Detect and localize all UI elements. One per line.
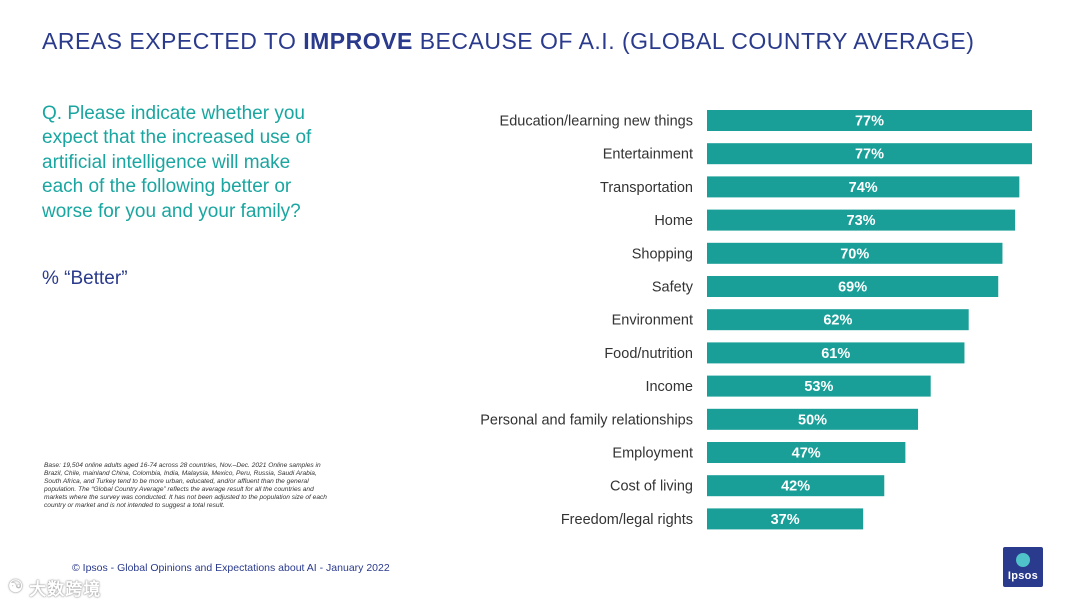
page-title: AREAS EXPECTED TO IMPROVE BECAUSE OF A.I…: [42, 28, 1052, 55]
category-label: Employment: [612, 446, 693, 462]
watermark-icon: ☯: [8, 577, 24, 596]
logo-mark-icon: [1016, 553, 1030, 567]
value-label: 50%: [798, 412, 827, 428]
category-label: Education/learning new things: [500, 114, 693, 130]
bar: [707, 143, 1032, 165]
survey-question: Q. Please indicate whether you expect th…: [42, 103, 312, 222]
value-label: 61%: [821, 346, 850, 362]
bar: [707, 309, 969, 331]
category-label: Income: [645, 379, 693, 395]
category-label: Transportation: [600, 180, 693, 196]
value-label: 70%: [840, 246, 869, 262]
base-footnote: Base: 19,504 online adults aged 16-74 ac…: [44, 462, 327, 510]
title-suffix: BECAUSE OF A.I. (GLOBAL COUNTRY AVERAGE): [412, 28, 975, 54]
bar: [707, 110, 1032, 131]
category-label: Entertainment: [603, 147, 693, 163]
value-label: 62%: [823, 313, 852, 329]
value-label: 69%: [838, 280, 867, 296]
bar: [707, 209, 1016, 231]
ipsos-logo: Ipsos: [1003, 547, 1043, 587]
value-label: 42%: [781, 479, 810, 495]
bar: [707, 342, 965, 364]
bar: [707, 176, 1020, 198]
bar: [707, 442, 906, 463]
logo-text: Ipsos: [1007, 570, 1039, 582]
value-label: 53%: [804, 379, 833, 395]
value-label: 73%: [847, 213, 876, 229]
category-label: Home: [654, 213, 693, 229]
watermark-text: 大数跨境: [29, 579, 102, 599]
bar: [707, 475, 885, 497]
category-label: Food/nutrition: [604, 346, 693, 362]
category-label: Environment: [612, 313, 693, 329]
watermark: ☯ 大数跨境: [8, 574, 101, 600]
bar: [707, 242, 1003, 264]
copyright-footer: © Ipsos - Global Opinions and Expectatio…: [72, 562, 390, 574]
bar: [707, 408, 919, 430]
category-label: Freedom/legal rights: [561, 512, 693, 528]
bar: [707, 508, 864, 530]
category-label: Shopping: [632, 246, 693, 262]
value-label: 74%: [849, 180, 878, 196]
title-prefix: AREAS EXPECTED TO: [42, 28, 304, 54]
category-label: Personal and family relationships: [480, 412, 693, 428]
bar: [707, 375, 931, 397]
value-label: 77%: [855, 114, 884, 130]
title-emphasis: IMPROVE: [303, 28, 413, 54]
bar: [707, 276, 999, 297]
category-label: Cost of living: [610, 479, 693, 495]
value-label: 37%: [771, 512, 800, 528]
category-label: Safety: [652, 280, 694, 296]
value-label: 47%: [792, 446, 821, 462]
value-label: 77%: [855, 147, 884, 163]
measure-label: % “Better”: [42, 268, 128, 289]
